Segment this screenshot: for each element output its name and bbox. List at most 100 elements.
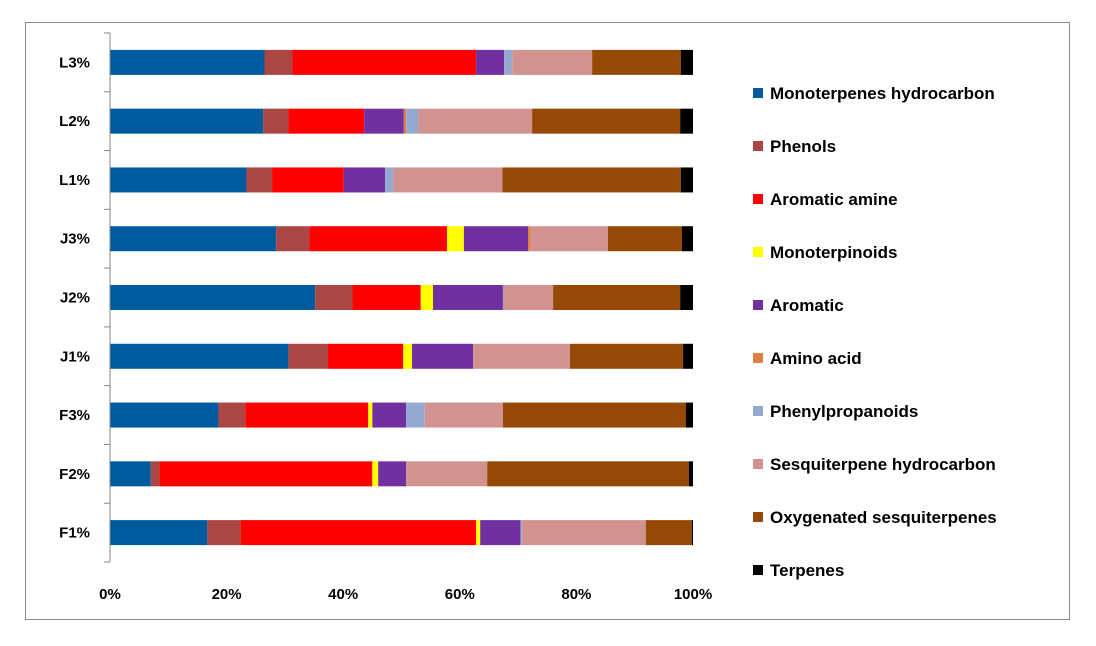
bar-segment-J1-0 — [110, 343, 289, 369]
bar-segment-J1-8 — [569, 343, 684, 369]
bar-segment-F1-2 — [240, 520, 477, 546]
bar-segment-L2-5 — [403, 108, 407, 134]
bar-segment-L2-1 — [263, 108, 289, 134]
legend-label: Oxygenated sesquiterpenes — [770, 508, 997, 527]
bar-segment-J3-2 — [309, 226, 447, 252]
bars-group — [110, 49, 693, 546]
legend-label: Terpenes — [770, 561, 844, 580]
x-tick-label: 80% — [561, 586, 591, 603]
bar-segment-F1-8 — [645, 520, 692, 546]
bar-segment-J2-3 — [420, 285, 433, 310]
bar-segment-L3-8 — [592, 49, 681, 75]
bar-segment-L3-6 — [504, 49, 513, 75]
bar-segment-J2-1 — [315, 285, 353, 310]
bar-segment-J2-7 — [503, 285, 554, 310]
bar-segment-F2-8 — [487, 461, 689, 487]
bar-segment-F3-3 — [368, 402, 373, 428]
y-tick-label: J3% — [60, 231, 90, 248]
bar-segment-F3-4 — [372, 402, 407, 428]
legend-swatch — [753, 459, 763, 469]
y-tick-label: F1% — [59, 525, 90, 542]
bar-segment-F3-7 — [424, 402, 503, 428]
bar-segment-J3-9 — [681, 226, 693, 252]
bar-segment-F3-6 — [406, 402, 425, 428]
y-tick-label: F2% — [59, 466, 90, 483]
legend-label: Sesquiterpene hydrocarbon — [770, 455, 996, 474]
x-tick-label: 40% — [328, 586, 358, 603]
bar-segment-J1-1 — [288, 343, 329, 369]
x-tick-label: 0% — [99, 586, 121, 603]
bar-segment-F2-3 — [372, 461, 379, 487]
chart-frame — [25, 22, 1070, 620]
y-tick-label: L2% — [59, 113, 90, 130]
bar-segment-L2-7 — [418, 108, 533, 134]
legend-label: Aromatic — [770, 296, 844, 315]
bar-segment-F3-8 — [502, 402, 687, 428]
y-tick-label: L3% — [59, 54, 90, 71]
legend-swatch — [753, 141, 763, 151]
y-tick-label: J1% — [60, 348, 90, 365]
y-tick-label: J2% — [60, 290, 90, 307]
legend-label: Monoterpenes hydrocarbon — [770, 84, 995, 103]
bar-segment-F3-1 — [218, 402, 246, 428]
bar-segment-J2-2 — [352, 285, 421, 310]
bar-segment-J3-3 — [446, 226, 464, 252]
bar-segment-L2-2 — [288, 108, 365, 134]
bar-segment-F1-0 — [110, 520, 208, 546]
bar-segment-F3-9 — [686, 402, 693, 428]
bar-segment-J2-8 — [553, 285, 681, 310]
bar-segment-J3-5 — [528, 226, 531, 252]
bar-segment-L1-1 — [246, 167, 273, 193]
legend-label: Aromatic amine — [770, 190, 898, 209]
legend-swatch — [753, 512, 763, 522]
x-tick-label: 60% — [445, 586, 475, 603]
bar-segment-F2-9 — [688, 461, 693, 487]
axes-group: L3% L2% L1% J3% J2% J1% F3% F2% F1% 0% 20% 40% 60% 80… — [59, 32, 712, 603]
bar-segment-L3-9 — [680, 49, 693, 75]
bar-segment-J2-0 — [110, 285, 316, 310]
legend-label: Phenylpropanoids — [770, 402, 918, 421]
bar-segment-L2-6 — [406, 108, 419, 134]
bar-segment-F1-7 — [522, 520, 646, 546]
legend-swatch — [753, 353, 763, 363]
bar-segment-F1-4 — [480, 520, 521, 546]
bar-segment-F3-0 — [110, 402, 219, 428]
bar-segment-L3-2 — [292, 49, 477, 75]
bar-segment-F2-2 — [159, 461, 373, 487]
bar-segment-J1-7 — [473, 343, 570, 369]
legend-label: Phenols — [770, 137, 836, 156]
legend-label: Amino acid — [770, 349, 862, 368]
bar-segment-L3-1 — [264, 49, 293, 75]
x-tick-label: 20% — [212, 586, 242, 603]
legend-swatch — [753, 88, 763, 98]
bar-segment-L2-8 — [532, 108, 681, 134]
bar-segment-L2-9 — [680, 108, 693, 134]
bar-segment-J1-9 — [683, 343, 693, 369]
bar-segment-L1-8 — [502, 167, 681, 193]
bar-segment-F1-6 — [520, 520, 523, 546]
bar-segment-F3-2 — [245, 402, 369, 428]
bar-segment-J2-6 — [502, 285, 504, 310]
legend-swatch — [753, 300, 763, 310]
bar-segment-J2-9 — [680, 285, 693, 310]
bar-segment-L1-2 — [272, 167, 344, 193]
bar-segment-F1-1 — [207, 520, 241, 546]
bar-segment-J3-1 — [276, 226, 310, 252]
x-tick-label: 100% — [674, 586, 712, 603]
bar-segment-L1-6 — [385, 167, 394, 193]
y-tick-label: F3% — [59, 407, 90, 424]
bar-segment-J3-8 — [607, 226, 682, 252]
bar-segment-L1-4 — [343, 167, 386, 193]
bar-segment-J3-4 — [463, 226, 529, 252]
bar-segment-J2-4 — [432, 285, 503, 310]
bar-segment-L1-9 — [680, 167, 693, 193]
bar-segment-F2-4 — [378, 461, 407, 487]
legend: Monoterpenes hydrocarbon Phenols Aromatic … — [753, 84, 997, 580]
y-tick-label: L1% — [59, 172, 90, 189]
bar-segment-F1-9 — [691, 520, 693, 546]
bar-segment-L2-4 — [364, 108, 404, 134]
legend-swatch — [753, 406, 763, 416]
bar-segment-L3-7 — [512, 49, 593, 75]
bar-segment-J1-3 — [403, 343, 412, 369]
bar-segment-F1-3 — [476, 520, 481, 546]
